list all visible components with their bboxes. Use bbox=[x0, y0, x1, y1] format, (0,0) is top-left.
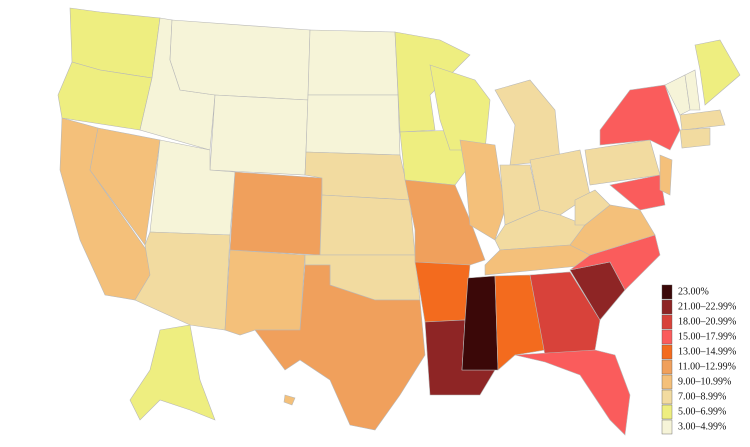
legend-label: 5.00–6.99% bbox=[678, 406, 726, 417]
region bbox=[209, 94, 309, 176]
region bbox=[659, 154, 673, 196]
legend-label: 7.00–8.99% bbox=[678, 391, 726, 402]
region bbox=[494, 79, 561, 166]
legend-swatch bbox=[661, 389, 673, 405]
region bbox=[599, 84, 681, 151]
legend-label: 21.00–22.99% bbox=[678, 301, 736, 312]
region bbox=[461, 275, 499, 371]
legend-label: 18.00–20.99% bbox=[678, 316, 736, 327]
region bbox=[609, 174, 666, 211]
region bbox=[514, 349, 631, 436]
region bbox=[319, 194, 416, 256]
legend-swatch bbox=[661, 359, 673, 375]
region bbox=[283, 394, 296, 406]
region bbox=[404, 179, 486, 266]
legend-swatch bbox=[661, 404, 673, 420]
region bbox=[694, 39, 741, 106]
legend: 23.00% 21.00–22.99% 18.00–20.99% 15.00–17.9… bbox=[661, 284, 736, 435]
legend-label: 9.00–10.99% bbox=[678, 376, 731, 387]
regions bbox=[57, 7, 741, 436]
region bbox=[684, 69, 701, 111]
region bbox=[254, 264, 426, 431]
region bbox=[529, 271, 601, 356]
legend-swatch bbox=[661, 344, 673, 360]
legend-swatch bbox=[661, 314, 673, 330]
region bbox=[134, 231, 231, 331]
legend-swatch bbox=[661, 374, 673, 390]
region bbox=[129, 324, 216, 421]
legend-swatch bbox=[661, 284, 673, 300]
region bbox=[414, 261, 471, 323]
legend-swatch bbox=[661, 299, 673, 315]
region bbox=[307, 29, 399, 96]
region bbox=[574, 189, 611, 226]
legend-swatch bbox=[661, 329, 673, 345]
legend-label: 15.00–17.99% bbox=[678, 331, 736, 342]
region bbox=[305, 94, 401, 156]
region bbox=[494, 274, 546, 371]
region bbox=[169, 19, 311, 101]
legend-label: 23.00% bbox=[678, 286, 709, 297]
region bbox=[679, 127, 711, 149]
region bbox=[679, 109, 726, 131]
region bbox=[224, 249, 306, 336]
legend-swatch bbox=[661, 419, 673, 435]
legend-label: 11.00–12.99% bbox=[678, 361, 736, 372]
legend-label: 13.00–14.99% bbox=[678, 346, 736, 357]
legend-label: 3.00–4.99% bbox=[678, 421, 726, 432]
region bbox=[229, 171, 323, 256]
